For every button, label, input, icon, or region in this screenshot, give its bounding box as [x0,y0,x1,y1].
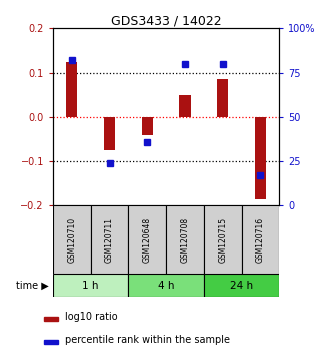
Text: 4 h: 4 h [158,281,174,291]
Bar [44,340,57,344]
Bar [166,205,204,274]
Title: GDS3433 / 14022: GDS3433 / 14022 [111,14,221,27]
Bar [179,95,191,117]
Bar [128,274,204,297]
Text: 1 h: 1 h [82,281,99,291]
Text: GSM120711: GSM120711 [105,217,114,263]
Text: GSM120710: GSM120710 [67,217,76,263]
Bar [204,205,241,274]
Text: 24 h: 24 h [230,281,253,291]
Text: GSM120715: GSM120715 [218,217,227,263]
Bar [241,205,279,274]
Bar [128,205,166,274]
Bar [142,117,153,135]
Bar [53,205,91,274]
Bar [53,274,128,297]
Bar [104,117,115,150]
Text: time ▶: time ▶ [16,281,49,291]
Bar [44,317,57,321]
Bar [66,62,77,117]
Text: log10 ratio: log10 ratio [65,312,117,322]
Text: GSM120716: GSM120716 [256,217,265,263]
Text: GSM120648: GSM120648 [143,217,152,263]
Bar [217,79,228,117]
Bar [91,205,128,274]
Text: percentile rank within the sample: percentile rank within the sample [65,336,230,346]
Bar [255,117,266,199]
Text: GSM120708: GSM120708 [180,217,189,263]
Bar [204,274,279,297]
